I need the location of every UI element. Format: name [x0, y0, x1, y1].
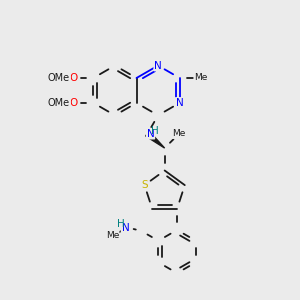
Polygon shape — [146, 131, 165, 148]
Text: Me: Me — [172, 130, 185, 139]
Text: O: O — [70, 73, 78, 83]
Text: O: O — [70, 98, 78, 108]
Text: Me: Me — [106, 231, 119, 240]
Text: N: N — [122, 223, 129, 233]
Text: OMe: OMe — [48, 73, 70, 83]
Text: Me: Me — [194, 74, 208, 82]
Text: N: N — [176, 98, 184, 108]
Text: N: N — [154, 61, 162, 70]
Text: H: H — [117, 219, 125, 229]
Text: H: H — [151, 126, 159, 136]
Text: N: N — [147, 129, 154, 139]
Text: OMe: OMe — [48, 98, 70, 108]
Text: S: S — [141, 180, 148, 190]
